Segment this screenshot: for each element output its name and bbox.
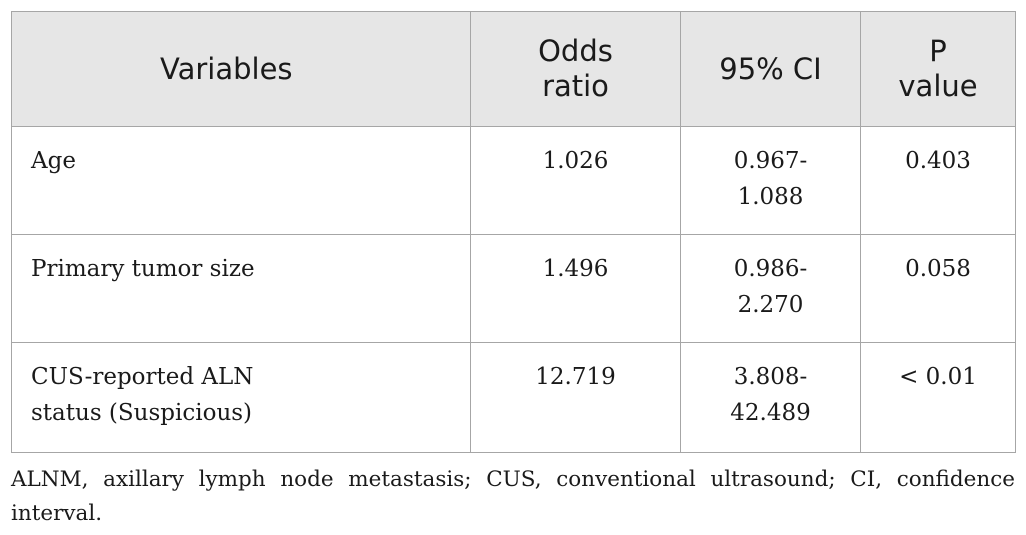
header-95-ci: 95% CI: [680, 11, 861, 127]
cell-ci: 3.808- 42.489: [680, 342, 861, 453]
cell-odds-ratio: 12.719: [470, 342, 681, 453]
table-row: Primary tumor size 1.496 0.986- 2.270 0.0…: [11, 234, 1016, 343]
cell-odds-ratio: 1.026: [470, 126, 681, 235]
cell-odds-ratio: 1.496: [470, 234, 681, 343]
table-footnote: ALNM, axillary lymph node metastasis; CU…: [11, 467, 1015, 526]
table-body: Age 1.026 0.967- 1.088 0.403 Primary tumo…: [11, 126, 1016, 453]
cell-p-value: 0.058: [860, 234, 1016, 343]
header-odds-ratio: Odds ratio: [470, 11, 681, 127]
cell-variable: Age: [11, 126, 471, 235]
table-row: CUS-reported ALN status (Suspicious) 12.7…: [11, 342, 1016, 453]
cell-variable: Primary tumor size: [11, 234, 471, 343]
cell-p-value: 0.403: [860, 126, 1016, 235]
cell-ci: 0.986- 2.270: [680, 234, 861, 343]
cell-p-value: < 0.01: [860, 342, 1016, 453]
cell-ci: 0.967- 1.088: [680, 126, 861, 235]
header-variables: Variables: [11, 11, 471, 127]
cell-variable: CUS-reported ALN status (Suspicious): [11, 342, 471, 453]
table-row: Age 1.026 0.967- 1.088 0.403: [11, 126, 1016, 235]
